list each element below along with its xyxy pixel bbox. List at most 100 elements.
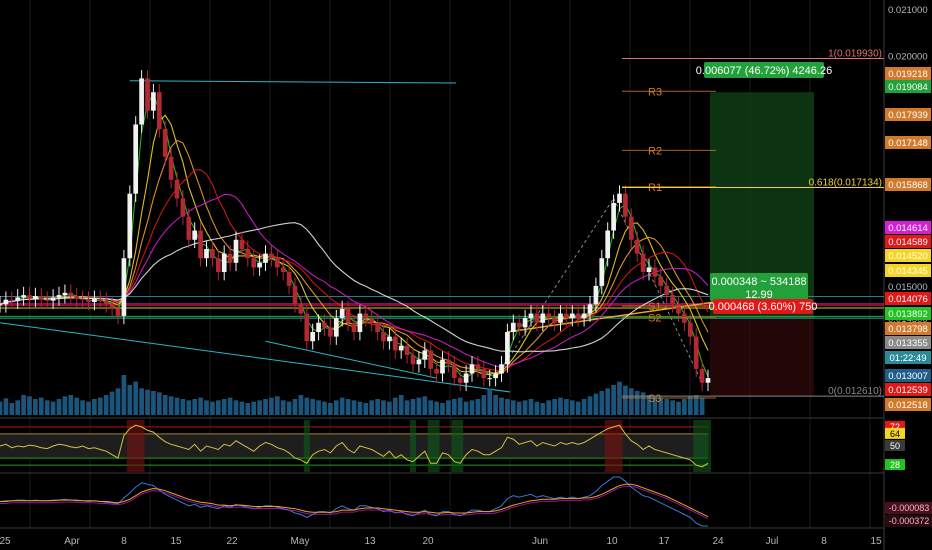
price-badge bbox=[885, 249, 931, 262]
candle-body bbox=[699, 368, 705, 383]
candle-body bbox=[269, 253, 274, 259]
volume-bar bbox=[487, 388, 493, 415]
candle-body bbox=[263, 253, 268, 263]
volume-bar bbox=[21, 395, 26, 415]
volume-bar bbox=[469, 400, 475, 415]
volume-bar bbox=[634, 391, 640, 415]
candle-body bbox=[670, 295, 675, 305]
volume-bar bbox=[38, 397, 44, 415]
macd-panel bbox=[0, 476, 709, 527]
price-axis[interactable]: 0.0210000.0200000.0150000.0143000.019218… bbox=[885, 5, 932, 527]
volume-bar bbox=[109, 391, 115, 415]
candle-body bbox=[463, 373, 469, 383]
fib-levels[interactable]: 1(0.019930) 0.618(0.017134) 0(0.012610) bbox=[622, 49, 884, 398]
price-badge bbox=[885, 108, 931, 121]
candle-body bbox=[292, 285, 298, 305]
volume-bar bbox=[245, 403, 251, 415]
entry-label-text: 0.000348 ~ 534188 bbox=[711, 276, 806, 288]
rsi-oversold-marker bbox=[303, 420, 310, 472]
candle-body bbox=[658, 276, 664, 286]
volume-bar bbox=[522, 400, 528, 415]
candle-body bbox=[186, 216, 192, 240]
candle-body bbox=[404, 345, 410, 356]
candle-body bbox=[534, 313, 540, 323]
macd-badge-text: -0.000083 bbox=[889, 503, 930, 513]
volume-bar bbox=[682, 399, 687, 415]
volume-bar bbox=[623, 385, 628, 415]
volume-bar bbox=[587, 396, 593, 415]
volume-bar bbox=[162, 395, 168, 415]
candle-body bbox=[640, 253, 646, 273]
candle-body bbox=[387, 336, 392, 342]
candle-body bbox=[475, 364, 481, 369]
rsi-overbought-marker bbox=[138, 420, 145, 472]
candle-body bbox=[652, 267, 658, 277]
candle-body bbox=[357, 313, 363, 332]
volume-bar bbox=[0, 401, 3, 415]
candle-body bbox=[0, 304, 3, 306]
trendlines[interactable] bbox=[0, 80, 731, 393]
volume-bar bbox=[351, 400, 357, 415]
candle-body bbox=[345, 308, 351, 323]
candle-body bbox=[628, 216, 634, 240]
volume-bar bbox=[392, 397, 398, 415]
pivot-label: S3 bbox=[648, 393, 661, 405]
candle-body bbox=[127, 193, 133, 259]
price-tick-label: 0.015000 bbox=[888, 282, 928, 293]
candle-body bbox=[162, 129, 168, 157]
candle-body bbox=[33, 296, 38, 299]
candle-body bbox=[180, 198, 186, 217]
candle-body bbox=[510, 322, 516, 332]
volume-bar bbox=[168, 396, 174, 415]
rsi-oversold-marker bbox=[457, 420, 464, 472]
volume-bar bbox=[3, 398, 9, 415]
volume-bar bbox=[658, 397, 664, 415]
volume-bar bbox=[151, 391, 156, 415]
position-zone bbox=[710, 92, 814, 397]
time-tick-label: 17 bbox=[658, 536, 670, 547]
candle-body bbox=[74, 296, 80, 299]
volume-bar bbox=[145, 389, 150, 415]
volume-bar bbox=[92, 399, 97, 415]
candle-body bbox=[310, 332, 316, 342]
price-badge bbox=[885, 292, 931, 305]
price-badge bbox=[885, 221, 931, 234]
candle-body bbox=[286, 272, 292, 286]
candle-body bbox=[487, 378, 493, 380]
volume-bar bbox=[251, 401, 257, 415]
volume-bar bbox=[410, 399, 416, 415]
price-badge-text: 0.013892 bbox=[888, 309, 928, 320]
price-badge bbox=[885, 264, 931, 277]
candle-body bbox=[151, 92, 156, 111]
candle-body bbox=[38, 296, 44, 300]
volume-bar bbox=[457, 397, 463, 415]
volume-bar bbox=[221, 399, 227, 415]
volume-bar bbox=[611, 385, 616, 415]
time-axis[interactable]: 25 Apr 8 15 22 May 13 20 Jun 10 17 24 Jul 8 15 bbox=[0, 536, 882, 547]
volume-bar bbox=[15, 400, 21, 415]
volume-bar bbox=[204, 400, 209, 415]
candle-body bbox=[646, 267, 652, 273]
candle-body bbox=[552, 318, 557, 323]
rsi-oversold-marker bbox=[693, 420, 700, 472]
fib-label: 1(0.019930) bbox=[828, 49, 882, 60]
volume-bar bbox=[316, 400, 321, 415]
price-badge-text: 0.014614 bbox=[888, 223, 928, 234]
candle-body bbox=[369, 318, 375, 323]
candle-body bbox=[499, 364, 504, 374]
rsi-line bbox=[0, 424, 709, 468]
volume-bar bbox=[215, 400, 221, 415]
candle-body bbox=[522, 318, 528, 328]
volume-bar bbox=[357, 401, 363, 415]
volume-bar bbox=[322, 401, 327, 415]
volume-bar bbox=[227, 397, 233, 415]
time-tick-label: Jul bbox=[766, 536, 779, 547]
position-labels: 0.006077 (46.72%) 4246.26 0.000348 ~ 5341… bbox=[696, 62, 832, 314]
rsi-badge bbox=[885, 440, 905, 451]
volume-bar bbox=[687, 396, 693, 415]
candle-body bbox=[687, 322, 693, 337]
candle-body bbox=[251, 258, 257, 268]
volume-bar bbox=[404, 400, 410, 415]
price-badge-text: 0.019218 bbox=[888, 69, 928, 80]
